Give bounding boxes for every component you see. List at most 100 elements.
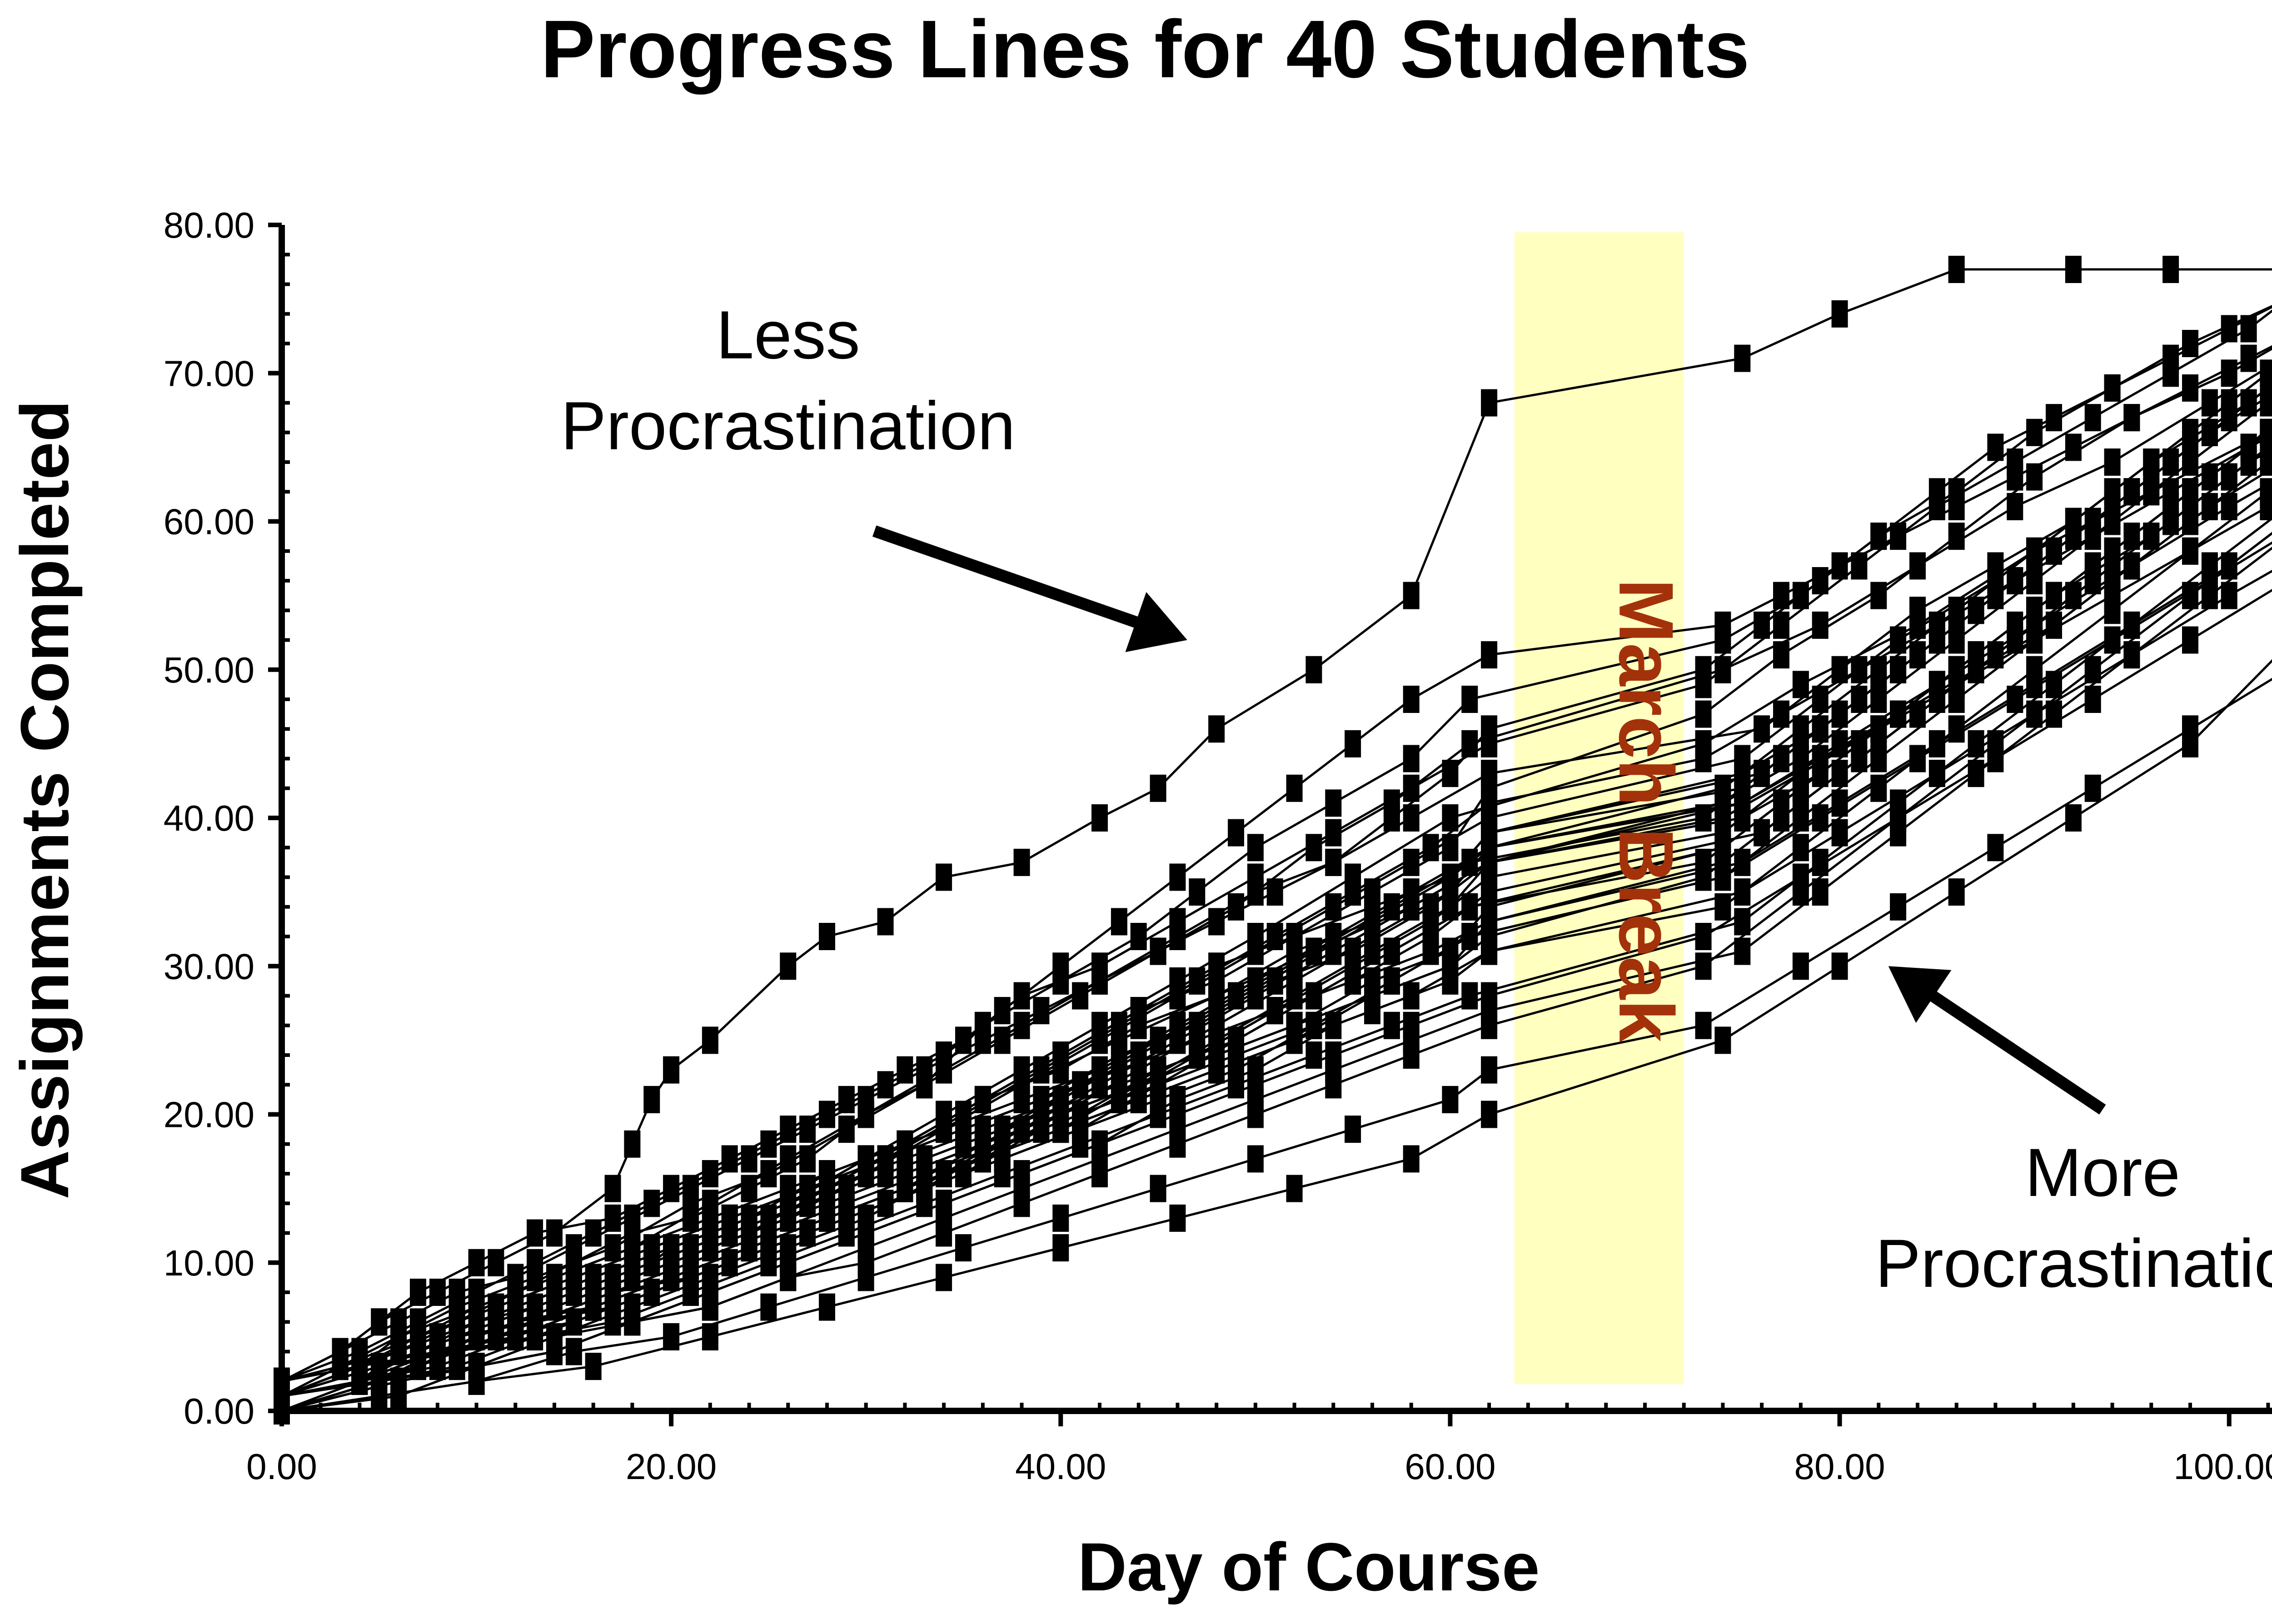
data-point	[2182, 418, 2198, 446]
data-point	[1130, 1071, 1147, 1099]
y-tick-label: 0.00	[184, 1391, 254, 1431]
data-point	[780, 1145, 797, 1173]
data-point	[468, 1249, 485, 1276]
y-tick-label: 30.00	[164, 946, 254, 986]
data-point	[1364, 908, 1380, 936]
data-point	[974, 1026, 991, 1054]
data-point	[955, 1234, 972, 1262]
annotation-1: Less Procrastination	[561, 297, 1187, 653]
data-point	[1481, 389, 1498, 417]
data-point	[1461, 923, 1478, 950]
data-point	[1305, 656, 1322, 683]
data-point	[1013, 848, 1030, 876]
data-point	[936, 1264, 952, 1291]
series-line-26	[281, 532, 2272, 1397]
data-point	[1247, 1101, 1264, 1128]
data-point	[1013, 1190, 1030, 1217]
data-point	[2260, 493, 2272, 520]
annotation-text: Procrastination	[561, 388, 1016, 464]
data-point	[916, 1175, 933, 1202]
data-point	[1987, 730, 2004, 757]
data-point	[1305, 1011, 1322, 1039]
data-point	[1909, 641, 1926, 669]
data-point	[1968, 760, 1984, 787]
data-point	[1812, 760, 1829, 787]
data-point	[1890, 893, 1907, 921]
data-point	[1831, 952, 1848, 980]
data-point	[1422, 937, 1439, 965]
y-tick-label: 60.00	[164, 502, 254, 542]
data-point	[1052, 1086, 1069, 1113]
data-point	[1403, 804, 1420, 832]
data-point	[2065, 523, 2082, 550]
data-point	[1442, 834, 1459, 862]
data-point	[527, 1219, 543, 1247]
data-point	[1266, 878, 1283, 906]
data-point	[2201, 389, 2218, 417]
data-point	[1695, 745, 1712, 772]
data-point	[2084, 686, 2101, 713]
data-point	[1968, 730, 1984, 757]
data-point	[1422, 834, 1439, 862]
data-point	[819, 1293, 835, 1321]
annotation-2: More Procrastination	[1875, 966, 2272, 1301]
y-tick-label: 20.00	[164, 1095, 254, 1135]
data-point	[1052, 1204, 1069, 1232]
data-point	[585, 1219, 602, 1247]
data-point	[2182, 330, 2198, 357]
data-point	[1792, 952, 1809, 980]
data-point	[1150, 1175, 1166, 1202]
data-point	[857, 1249, 874, 1276]
data-point	[2201, 582, 2218, 609]
data-point	[1130, 923, 1147, 950]
data-point	[2084, 404, 2101, 432]
data-point	[1345, 1116, 1361, 1143]
data-point	[1305, 1041, 1322, 1069]
data-point	[546, 1338, 563, 1365]
data-point	[1169, 863, 1186, 891]
data-point	[1773, 700, 1789, 728]
data-point	[1345, 967, 1361, 995]
data-point	[1812, 878, 1829, 906]
data-point	[1442, 1086, 1459, 1113]
data-point	[2260, 448, 2272, 476]
data-point	[1695, 923, 1712, 950]
data-point	[1325, 789, 1342, 817]
annotation-arrow-head	[1125, 592, 1187, 653]
data-point	[1364, 937, 1380, 965]
data-point	[1150, 774, 1166, 802]
data-point	[371, 1367, 388, 1395]
x-tick-label: 20.00	[626, 1446, 717, 1487]
data-point	[1461, 982, 1478, 1010]
data-point	[819, 1101, 835, 1128]
data-point	[1189, 967, 1206, 995]
data-point	[1968, 641, 1984, 669]
data-point	[1734, 344, 1751, 372]
data-point	[1286, 923, 1303, 950]
data-point	[1247, 1145, 1264, 1173]
data-point	[1208, 715, 1225, 743]
data-point	[1091, 967, 1108, 995]
data-point	[1831, 789, 1848, 817]
data-point	[1928, 478, 1945, 506]
data-point	[1987, 552, 2004, 580]
data-point	[1481, 1011, 1498, 1039]
data-point	[1831, 700, 1848, 728]
data-point	[1754, 611, 1770, 639]
x-tick-label: 60.00	[1405, 1446, 1495, 1487]
annotation-text: Procrastination	[1875, 1225, 2272, 1301]
data-point	[2065, 433, 2082, 461]
series-layer	[274, 255, 2272, 1425]
data-point	[2221, 359, 2237, 387]
data-point	[2065, 804, 2082, 832]
data-point	[2182, 582, 2198, 609]
data-point	[974, 1116, 991, 1143]
data-point	[1481, 789, 1498, 817]
data-point	[2182, 508, 2198, 535]
annotation-arrow-shaft	[872, 525, 1148, 632]
data-point	[1111, 908, 1127, 936]
data-point	[1403, 878, 1420, 906]
data-point	[1948, 878, 1965, 906]
data-point	[1948, 255, 1965, 283]
data-point	[1948, 523, 1965, 550]
